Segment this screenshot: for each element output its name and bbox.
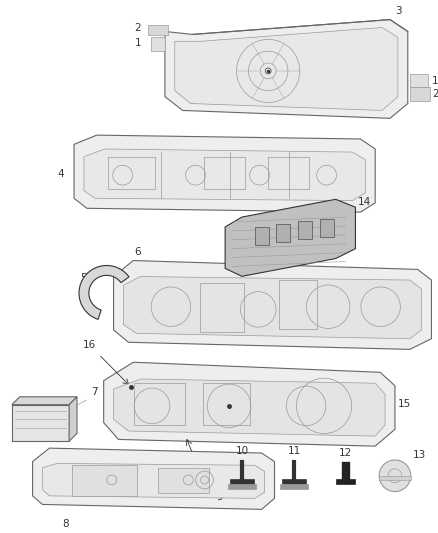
Polygon shape [298, 221, 312, 239]
Text: 12: 12 [339, 448, 352, 458]
Text: 16: 16 [82, 341, 96, 350]
Text: 7: 7 [91, 387, 98, 397]
Polygon shape [124, 277, 422, 339]
Polygon shape [84, 149, 365, 200]
Circle shape [379, 460, 411, 491]
Polygon shape [42, 463, 265, 498]
Polygon shape [69, 397, 77, 441]
Polygon shape [74, 135, 375, 212]
Text: 14: 14 [357, 197, 371, 207]
Text: 2: 2 [134, 23, 141, 34]
Text: 10: 10 [235, 446, 248, 456]
Polygon shape [12, 405, 69, 441]
Polygon shape [276, 224, 290, 242]
Polygon shape [72, 465, 137, 496]
Text: 5: 5 [80, 273, 87, 284]
Polygon shape [225, 199, 356, 276]
Text: 11: 11 [288, 446, 301, 456]
Polygon shape [113, 261, 431, 350]
Text: 15: 15 [398, 399, 411, 409]
Polygon shape [158, 468, 209, 494]
Text: 16: 16 [223, 414, 236, 424]
Polygon shape [165, 20, 408, 118]
Polygon shape [320, 219, 334, 237]
Text: 4: 4 [57, 168, 64, 179]
Text: 13: 13 [413, 450, 426, 460]
Polygon shape [283, 479, 306, 483]
Polygon shape [79, 265, 129, 319]
Polygon shape [410, 74, 427, 87]
Text: 16: 16 [198, 464, 211, 474]
Polygon shape [175, 28, 398, 110]
Polygon shape [12, 397, 77, 405]
Polygon shape [104, 362, 395, 446]
Polygon shape [230, 479, 254, 483]
Text: 1: 1 [134, 38, 141, 49]
Polygon shape [113, 379, 385, 436]
Text: 6: 6 [134, 247, 141, 256]
Text: 3: 3 [395, 6, 402, 15]
Polygon shape [336, 479, 356, 483]
Polygon shape [379, 476, 411, 480]
Polygon shape [148, 25, 168, 35]
Polygon shape [228, 483, 256, 489]
Polygon shape [255, 227, 268, 245]
Polygon shape [280, 483, 308, 489]
Text: 2: 2 [432, 88, 438, 99]
Text: 8: 8 [62, 519, 69, 529]
Text: 9: 9 [216, 492, 223, 502]
Text: 1: 1 [431, 76, 438, 86]
Polygon shape [410, 87, 430, 101]
Polygon shape [32, 448, 275, 510]
Polygon shape [151, 37, 165, 51]
